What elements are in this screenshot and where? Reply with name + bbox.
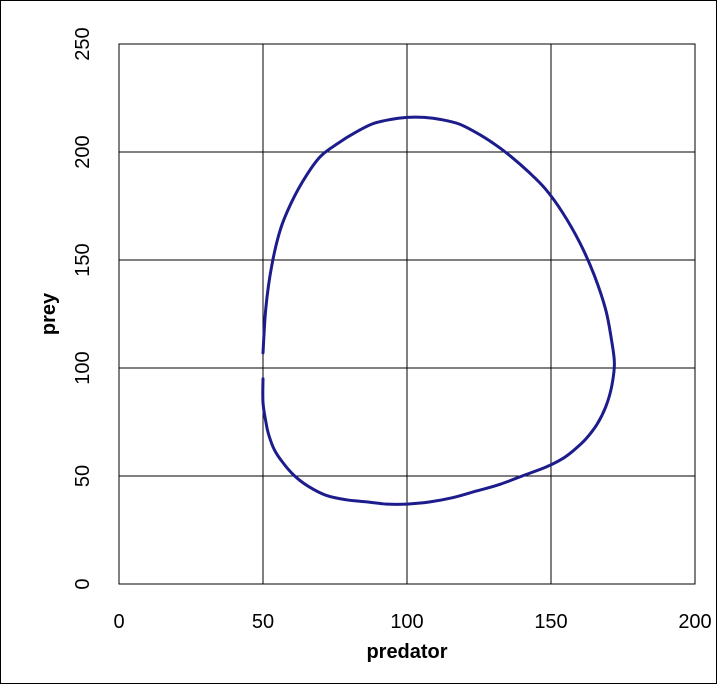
y-axis-tick-labels: 0 50 100 150 200 250 <box>72 27 94 589</box>
series-line-0 <box>261 115 616 506</box>
series-layer <box>261 115 616 506</box>
y-tick-label-2: 100 <box>72 351 94 384</box>
x-tick-label-0: 0 <box>113 611 124 633</box>
y-tick-label-1: 50 <box>72 465 94 487</box>
y-tick-label-4: 200 <box>72 135 94 168</box>
y-axis-title: prey <box>38 292 60 335</box>
plot-area-border <box>118 43 696 585</box>
x-tick-label-4: 200 <box>678 611 711 633</box>
x-axis-tick-labels: 0 50 100 150 200 <box>113 611 711 633</box>
y-tick-label-3: 150 <box>72 243 94 276</box>
y-tick-label-0: 0 <box>72 578 94 589</box>
y-tick-label-5: 250 <box>72 27 94 60</box>
x-axis-title: predator <box>366 641 447 663</box>
x-tick-label-1: 50 <box>252 611 274 633</box>
x-tick-label-3: 150 <box>534 611 567 633</box>
x-tick-label-2: 100 <box>390 611 423 633</box>
